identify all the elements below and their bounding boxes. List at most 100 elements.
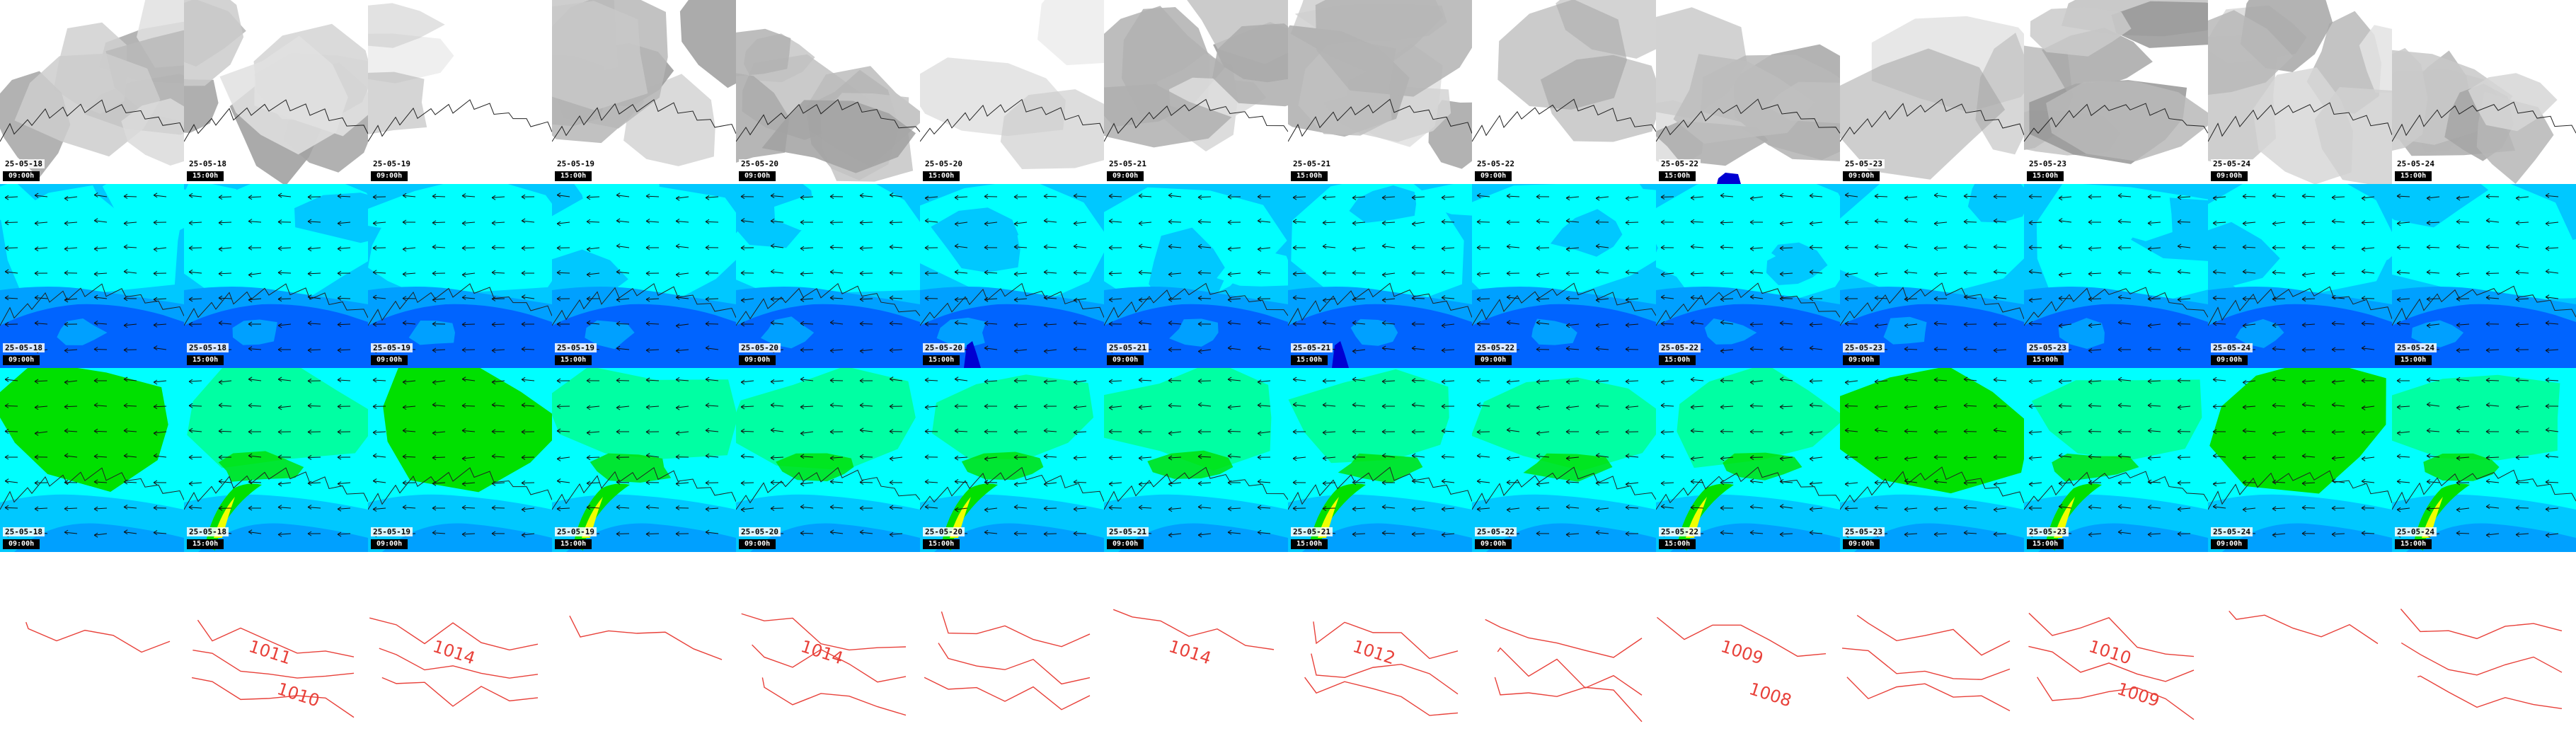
pressure-isobars-map bbox=[2208, 552, 2392, 736]
timestamp-label: 25-05-24 15:00h bbox=[2395, 343, 2437, 365]
timestamp-label: 25-05-20 09:00h bbox=[739, 343, 781, 365]
cloud-cover-map-panel: 25-05-24 15:00h bbox=[2392, 0, 2576, 184]
forecast-date: 25-05-19 bbox=[371, 343, 413, 352]
forecast-hour: 15:00h bbox=[1291, 355, 1328, 365]
cloud-cover-map-panel: 25-05-24 09:00h bbox=[2208, 0, 2392, 184]
cloud-cover-map bbox=[552, 0, 736, 184]
coastline-line bbox=[2392, 285, 2576, 326]
cloud-cover-map-panel: 25-05-19 15:00h bbox=[552, 0, 736, 184]
forecast-date: 25-05-22 bbox=[1475, 343, 1517, 352]
coastline-line bbox=[0, 467, 184, 510]
forecast-date: 25-05-21 bbox=[1291, 343, 1333, 352]
pressure-isobars-map bbox=[2392, 552, 2576, 736]
forecast-hour: 09:00h bbox=[1475, 355, 1512, 365]
timestamp-label: 25-05-18 09:00h bbox=[3, 159, 45, 181]
pressure-isobars-map-panel bbox=[0, 552, 184, 736]
timestamp-label: 25-05-23 09:00h bbox=[1843, 159, 1885, 181]
pressure-isobars-map-panel: 1014 bbox=[368, 552, 552, 736]
forecast-hour: 09:00h bbox=[1107, 355, 1144, 365]
coastline-line bbox=[1472, 98, 1656, 142]
timestamp-label: 25-05-19 15:00h bbox=[555, 343, 597, 365]
wind-speed-map bbox=[0, 184, 184, 368]
cloud-cover-map bbox=[1104, 0, 1288, 184]
timestamp-label: 25-05-24 09:00h bbox=[2211, 159, 2253, 181]
coastline-line bbox=[368, 283, 552, 326]
forecast-date: 25-05-20 bbox=[739, 527, 781, 536]
isobar-lines bbox=[1485, 619, 1643, 723]
wind-speed-map bbox=[552, 184, 736, 368]
wind-arrows bbox=[1476, 378, 1639, 538]
gust-speed-map bbox=[552, 368, 736, 552]
isobar-lines bbox=[569, 615, 723, 660]
timestamp-label: 25-05-20 15:00h bbox=[923, 159, 965, 181]
gust-speed-map bbox=[1288, 368, 1472, 552]
forecast-date: 25-05-24 bbox=[2211, 343, 2253, 352]
gust-speed-map bbox=[184, 368, 368, 552]
timestamp-label: 25-05-19 15:00h bbox=[555, 527, 597, 549]
gust-speed-map-panel: 25-05-22 09:00h bbox=[1472, 368, 1656, 552]
timestamp-label: 25-05-21 15:00h bbox=[1291, 159, 1333, 181]
coastline-line bbox=[2392, 101, 2576, 142]
gust-speed-map-panel: 25-05-24 15:00h bbox=[2392, 368, 2576, 552]
gust-speed-map bbox=[2208, 368, 2392, 552]
forecast-hour: 09:00h bbox=[1843, 539, 1880, 549]
timestamp-label: 25-05-18 15:00h bbox=[187, 159, 229, 181]
forecast-hour: 15:00h bbox=[555, 355, 592, 365]
forecast-hour: 09:00h bbox=[371, 539, 408, 549]
isobar-lines bbox=[1841, 614, 2011, 711]
forecast-date: 25-05-20 bbox=[923, 527, 965, 536]
forecast-date: 25-05-22 bbox=[1475, 527, 1517, 536]
forecast-date: 25-05-22 bbox=[1659, 343, 1701, 352]
gust-speed-map-panel: 25-05-20 09:00h bbox=[736, 368, 920, 552]
wind-speed-map bbox=[1656, 184, 1840, 368]
cloud-cover-map bbox=[1656, 0, 1840, 184]
forecast-date: 25-05-24 bbox=[2211, 159, 2253, 168]
forecast-hour: 15:00h bbox=[923, 355, 960, 365]
isobar-lines bbox=[25, 621, 171, 653]
pressure-isobars-map bbox=[1840, 552, 2024, 736]
forecast-date: 25-05-18 bbox=[187, 527, 229, 536]
wind-arrows bbox=[1476, 192, 1639, 353]
wind-arrows bbox=[740, 192, 903, 354]
gust-speed-map bbox=[368, 368, 552, 552]
coastline-line bbox=[1104, 98, 1288, 142]
coastline-line bbox=[0, 283, 184, 326]
gust-speed-map-panel: 25-05-21 09:00h bbox=[1104, 368, 1288, 552]
forecast-date: 25-05-19 bbox=[371, 527, 413, 536]
timestamp-label: 25-05-22 15:00h bbox=[1659, 527, 1701, 549]
timestamp-label: 25-05-19 15:00h bbox=[555, 159, 597, 181]
cloud-cover-map bbox=[2208, 0, 2392, 184]
timestamp-label: 25-05-19 09:00h bbox=[371, 159, 413, 181]
wind-arrows bbox=[924, 193, 1087, 354]
forecast-date: 25-05-23 bbox=[1843, 343, 1885, 352]
coastline-line bbox=[368, 467, 552, 510]
forecast-hour: 15:00h bbox=[1291, 539, 1328, 549]
coastline-line bbox=[2208, 470, 2392, 510]
forecast-date: 25-05-19 bbox=[371, 159, 413, 168]
timestamp-label: 25-05-20 09:00h bbox=[739, 159, 781, 181]
forecast-date: 25-05-19 bbox=[555, 159, 597, 168]
pressure-isobars-map-panel bbox=[2208, 552, 2392, 736]
cloud-cover-map bbox=[368, 0, 552, 184]
coastline-line bbox=[0, 99, 184, 142]
wind-speed-map bbox=[184, 184, 368, 368]
forecast-date: 25-05-24 bbox=[2395, 527, 2437, 536]
timestamp-label: 25-05-24 09:00h bbox=[2211, 343, 2253, 365]
forecast-date: 25-05-18 bbox=[3, 159, 45, 168]
wind-speed-map-panel: 25-05-24 15:00h bbox=[2392, 184, 2576, 368]
forecast-hour: 15:00h bbox=[2027, 171, 2064, 181]
gust-speed-map bbox=[1472, 368, 1656, 552]
gust-speed-map bbox=[1840, 368, 2024, 552]
forecast-hour: 15:00h bbox=[1659, 171, 1696, 181]
cloud-cover-map-panel: 25-05-18 09:00h bbox=[0, 0, 184, 184]
pressure-isobars-map bbox=[552, 552, 736, 736]
timestamp-label: 25-05-21 15:00h bbox=[1291, 527, 1333, 549]
coastline-line bbox=[1840, 282, 2024, 326]
timestamp-label: 25-05-18 15:00h bbox=[187, 527, 229, 549]
forecast-date: 25-05-21 bbox=[1291, 527, 1333, 536]
forecast-hour: 15:00h bbox=[1659, 355, 1696, 365]
forecast-hour: 15:00h bbox=[1291, 171, 1328, 181]
gust-speed-map-panel: 25-05-18 15:00h bbox=[184, 368, 368, 552]
coastline-line bbox=[2024, 471, 2208, 510]
